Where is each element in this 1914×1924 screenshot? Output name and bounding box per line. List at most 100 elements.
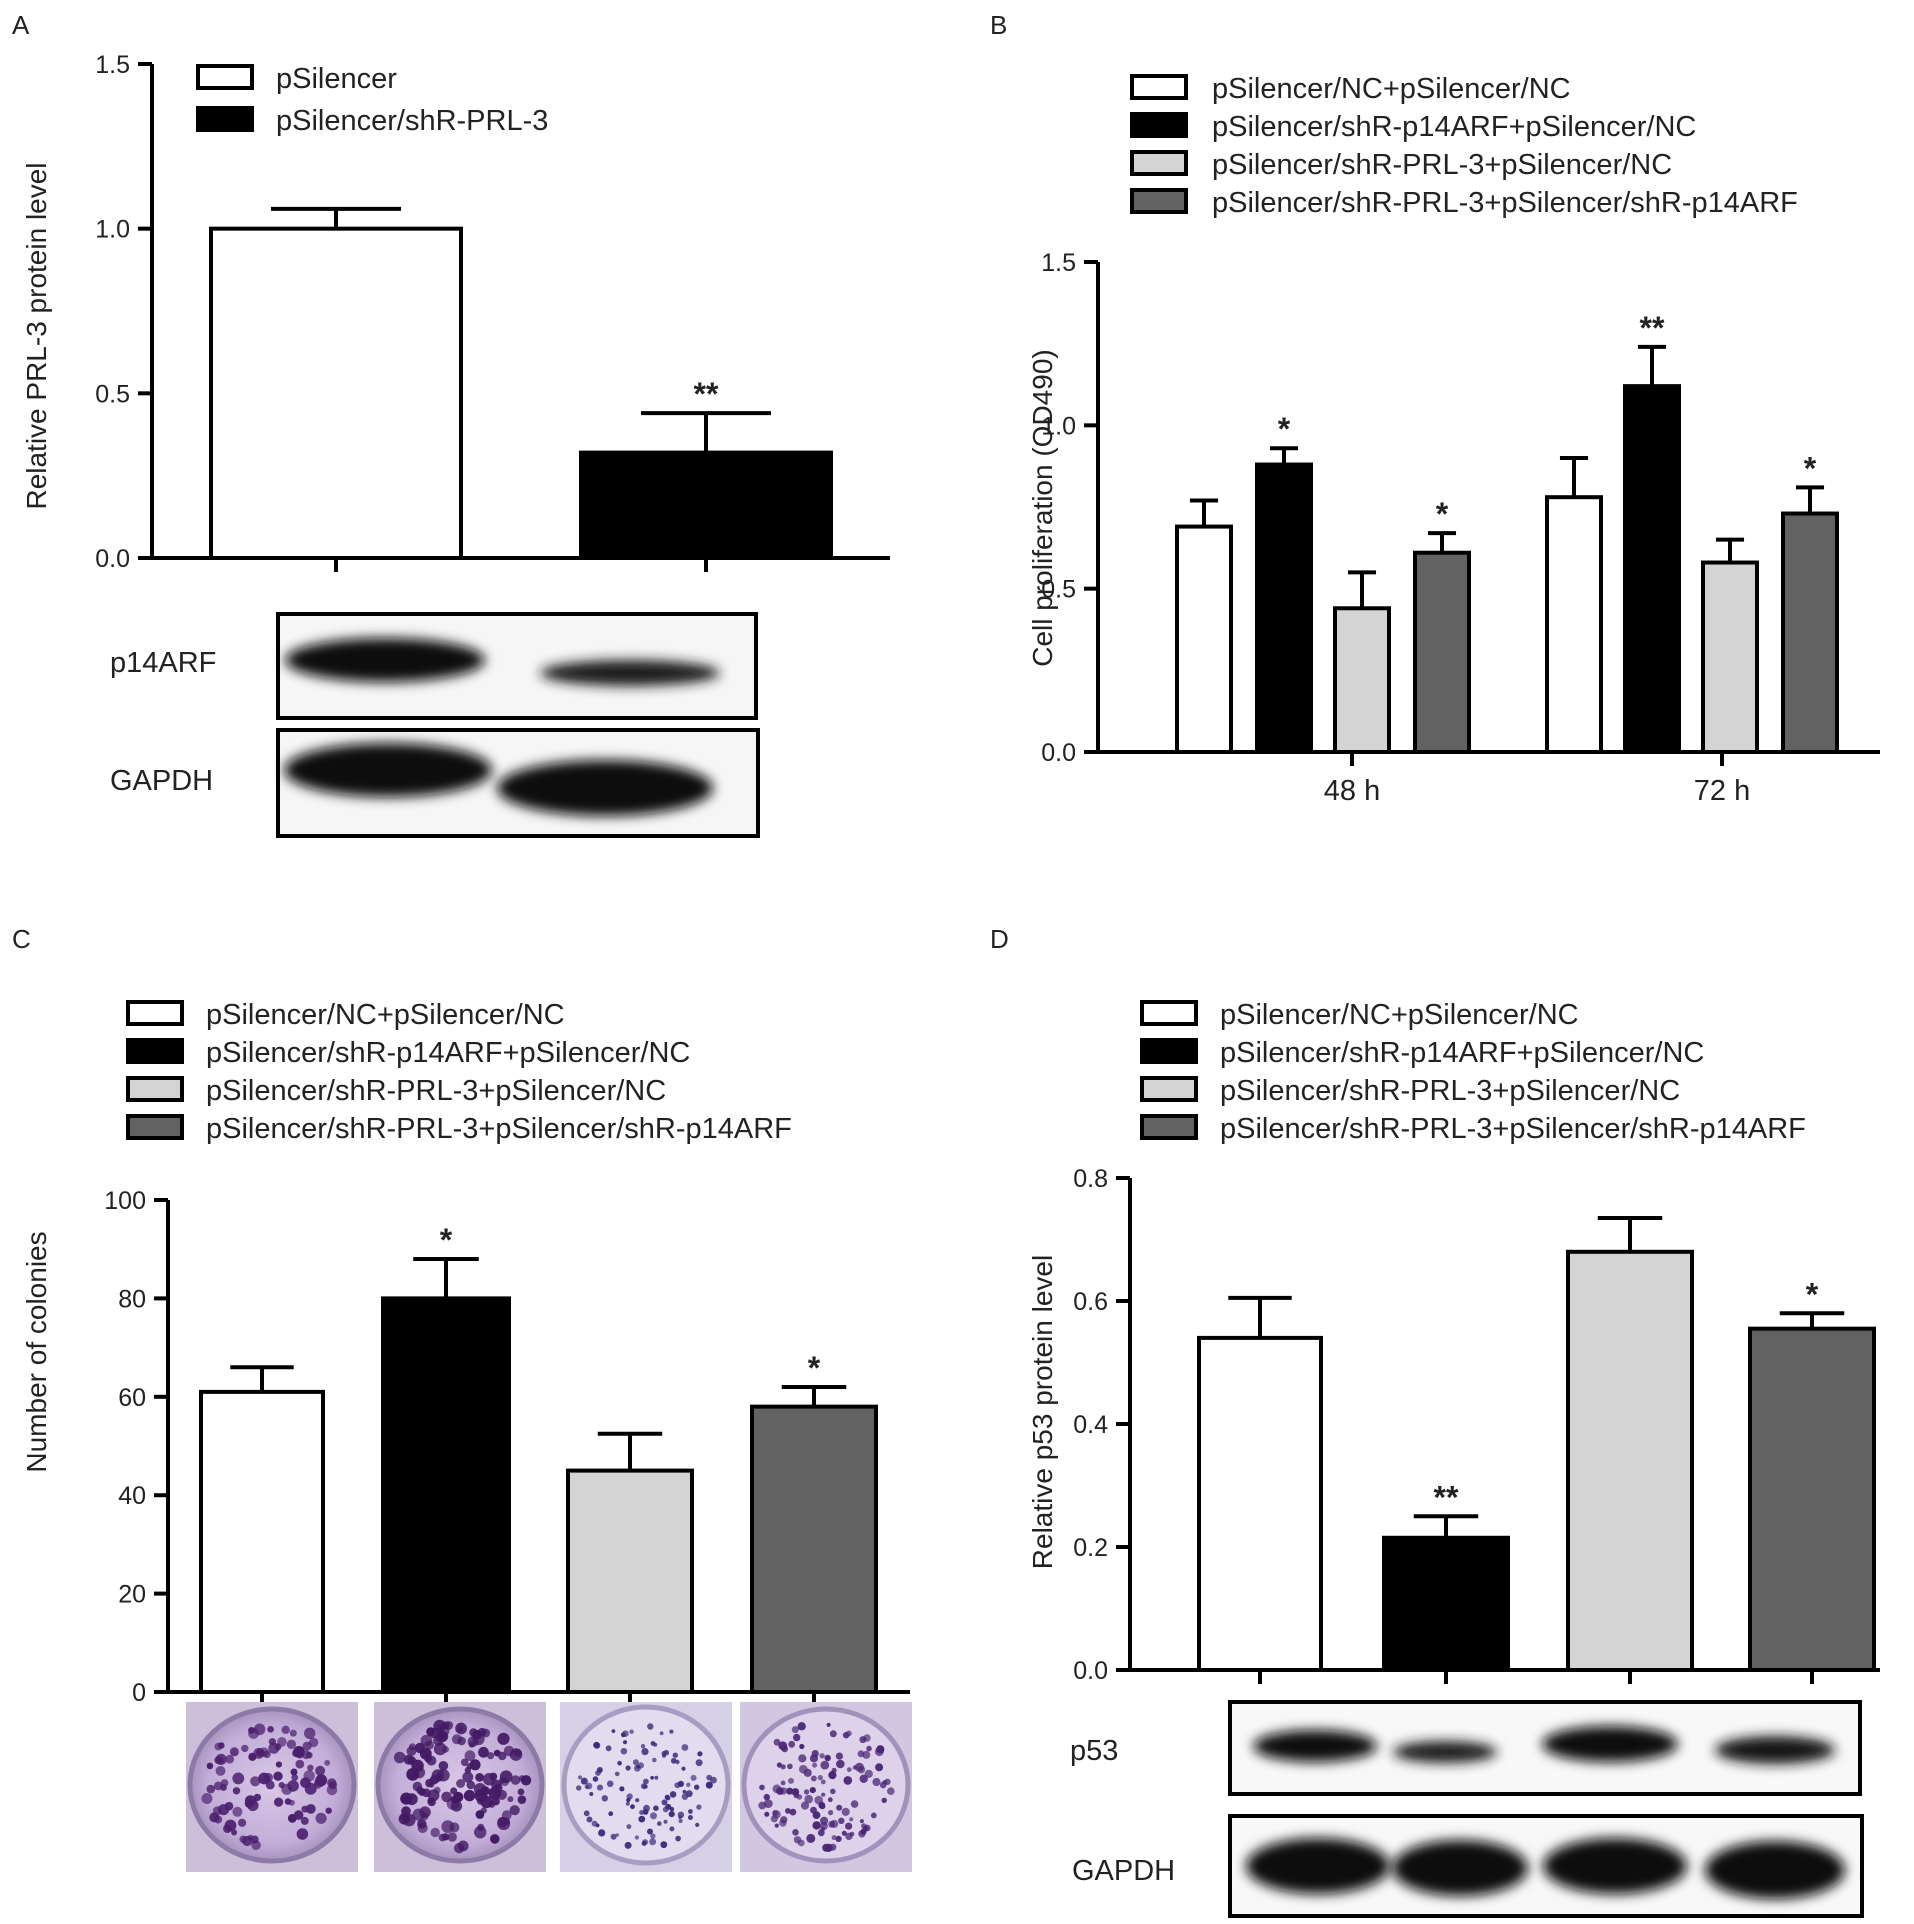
colony-dot xyxy=(843,1776,853,1785)
colony-dot xyxy=(589,1792,594,1796)
panel-b-bar xyxy=(1333,606,1391,754)
colony-dot xyxy=(661,1751,667,1756)
colony-dot xyxy=(403,1754,414,1765)
panel-d: pSilencer/NC+pSilencer/NC pSilencer/shR-… xyxy=(1027,999,1880,1918)
colony-dot xyxy=(265,1780,275,1790)
colony-dot xyxy=(797,1839,805,1847)
panel-c-plot: 0 20 40 60 80 100 * * xyxy=(104,1187,910,1707)
colony-dot xyxy=(481,1728,491,1738)
colony-dot xyxy=(662,1806,669,1813)
colony-dot xyxy=(669,1826,675,1832)
colony-dot xyxy=(437,1731,449,1742)
colony-dot xyxy=(643,1784,648,1789)
colony-dot xyxy=(429,1727,440,1739)
colony-dot xyxy=(647,1723,654,1730)
legend-b-label-3: pSilencer/shR-PRL-3+pSilencer/NC xyxy=(1212,149,1672,181)
panel-d-bar xyxy=(1748,1326,1876,1673)
colony-dot xyxy=(705,1781,713,1789)
panel-a-y-tick-label: 1.5 xyxy=(95,51,130,79)
colony-dot xyxy=(595,1770,601,1776)
colony-dot xyxy=(610,1833,617,1840)
colony-dot xyxy=(803,1789,810,1795)
colony-dot xyxy=(626,1793,633,1800)
colony-dot xyxy=(424,1754,432,1763)
blot-band-gapdh-d-4 xyxy=(1705,1841,1845,1899)
colony-dot xyxy=(835,1835,842,1842)
panel-letter-a: A xyxy=(12,10,30,40)
panel-c-significance-label: * xyxy=(440,1222,453,1258)
colony-dot xyxy=(776,1762,783,1768)
colony-dot xyxy=(290,1768,298,1776)
colony-dot xyxy=(641,1840,647,1846)
colony-dot xyxy=(501,1810,512,1820)
colony-dot xyxy=(876,1745,885,1754)
colony-dot xyxy=(435,1773,443,1781)
legend-c-swatch-4 xyxy=(126,1114,184,1140)
colony-dot xyxy=(872,1777,881,1787)
colony-dot xyxy=(862,1750,871,1759)
colony-dot xyxy=(652,1757,657,1763)
blot-band-gapdh-d-2 xyxy=(1392,1840,1528,1896)
colony-dot xyxy=(820,1816,829,1825)
legend-swatch-psilencer xyxy=(196,64,254,90)
panel-d-western-blot: p53 GAPDH xyxy=(1070,1700,1864,1918)
colony-dot xyxy=(774,1823,779,1828)
colony-dot xyxy=(820,1779,826,1785)
colony-dot xyxy=(788,1777,794,1784)
colony-dot xyxy=(491,1779,502,1791)
colony-dot xyxy=(696,1804,702,1810)
colony-dot xyxy=(685,1790,693,1798)
colony-dot xyxy=(820,1760,830,1770)
colony-dot xyxy=(518,1775,526,1782)
colony-dot xyxy=(675,1759,680,1765)
colony-dot xyxy=(694,1784,700,1790)
colony-dot xyxy=(647,1828,653,1835)
colony-dot xyxy=(812,1811,821,1819)
panel-a-plot: 0.0 0.5 1.0 1.5 ** xyxy=(95,51,890,573)
colony-dot xyxy=(456,1779,466,1788)
blot-band-gapdh-d-1 xyxy=(1246,1838,1390,1894)
colony-dot xyxy=(780,1780,786,1786)
colony-dot xyxy=(695,1759,703,1767)
colony-dot xyxy=(650,1776,654,1780)
colony-dot xyxy=(686,1782,691,1788)
colony-dot xyxy=(639,1810,645,1815)
colony-dot xyxy=(821,1792,826,1797)
colony-dot xyxy=(300,1816,309,1825)
colony-dot xyxy=(814,1795,823,1805)
colony-dot xyxy=(870,1812,877,1819)
colony-dot xyxy=(214,1756,223,1765)
colony-dot xyxy=(849,1817,854,1822)
blot-band-p53-1 xyxy=(1253,1730,1377,1762)
colony-dot xyxy=(797,1722,806,1731)
colony-dot xyxy=(580,1777,588,1785)
colony-dot xyxy=(836,1804,843,1811)
panel-b-bar xyxy=(1701,560,1759,754)
colony-dot xyxy=(300,1777,311,1788)
panel-b-plot: 0.00.51.01.548 h 72 h***** xyxy=(1041,249,1880,807)
panel-c-legend: pSilencer/NC+pSilencer/NC pSilencer/shR-… xyxy=(126,999,792,1145)
colony-dot xyxy=(788,1740,796,1748)
legend-label-psilencer-shr-prl3: pSilencer/shR-PRL-3 xyxy=(276,105,548,137)
colony-dot xyxy=(887,1787,895,1795)
panel-b-y-tick-label: 0.0 xyxy=(1041,739,1076,767)
panel-letter-b: B xyxy=(990,10,1007,40)
colony-dot xyxy=(778,1741,788,1751)
colony-dot xyxy=(824,1843,833,1852)
colony-dot xyxy=(462,1771,474,1783)
panel-a-y-tick-label: 0.5 xyxy=(95,380,130,408)
colony-dot xyxy=(800,1801,810,1810)
panel-b-bar xyxy=(1175,524,1233,754)
colony-dot xyxy=(697,1751,703,1757)
panel-c-bar xyxy=(750,1404,878,1694)
panel-b-bar xyxy=(1623,384,1681,754)
colony-dot xyxy=(447,1832,457,1842)
colony-dot xyxy=(625,1801,630,1806)
colony-dot xyxy=(248,1752,257,1761)
panel-d-y-tick-label: 0.2 xyxy=(1073,1534,1108,1562)
colony-dot xyxy=(273,1771,283,1781)
colony-dot xyxy=(463,1789,476,1802)
colony-dot xyxy=(296,1828,309,1840)
legend-b-swatch-3 xyxy=(1130,150,1188,176)
